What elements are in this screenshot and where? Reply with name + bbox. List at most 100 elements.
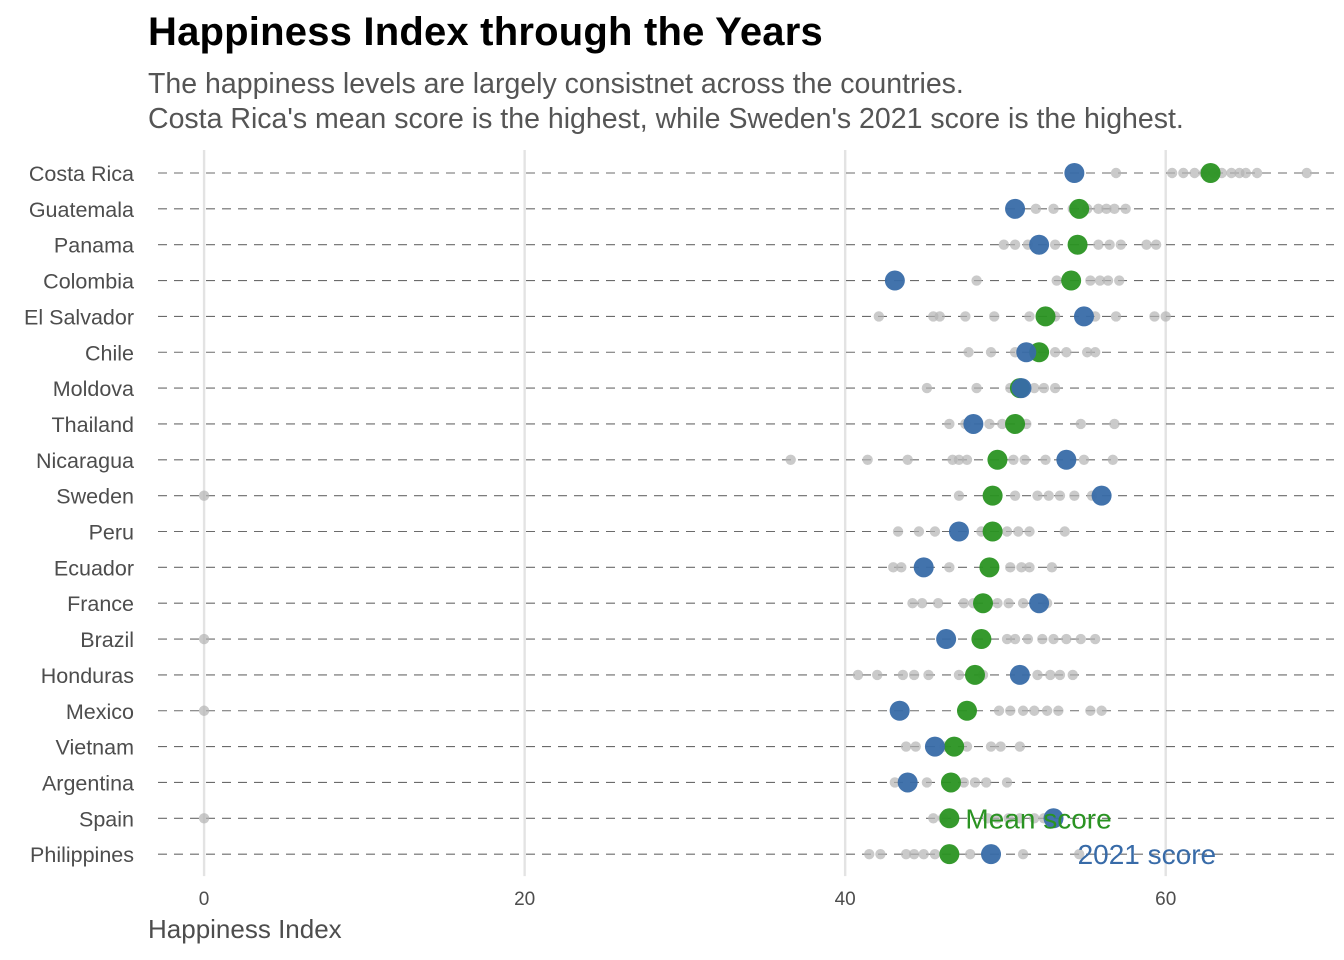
other-year-point (1141, 239, 1152, 250)
other-year-point (1017, 705, 1029, 716)
other-year-point (1101, 203, 1112, 215)
score-2021-point (1056, 449, 1077, 470)
country-label: Brazil (80, 628, 134, 652)
score-2021-point (981, 844, 1002, 865)
score-2021-point (1011, 378, 1032, 399)
other-year-point (1051, 275, 1062, 286)
score-2021-point (1073, 306, 1094, 327)
other-year-point (900, 848, 912, 860)
country-label: Colombia (43, 270, 134, 294)
other-year-point (1017, 848, 1029, 860)
other-year-point (1107, 454, 1119, 465)
other-year-point (993, 705, 1005, 716)
other-year-point (1045, 669, 1056, 681)
other-year-point (989, 311, 1000, 322)
other-year-point (1085, 275, 1096, 286)
country-label: Nicaragua (36, 449, 134, 473)
other-year-point (1301, 167, 1312, 179)
chart-subtitle-line-1: The happiness levels are largely consist… (148, 68, 964, 100)
other-year-point (1075, 633, 1086, 645)
other-year-point (1109, 203, 1120, 215)
country-label: Spain (79, 807, 134, 831)
other-year-point (1029, 705, 1040, 716)
other-year-point (907, 598, 918, 609)
other-year-point (953, 490, 965, 501)
other-year-point (1085, 705, 1096, 716)
country-label: Mexico (66, 700, 134, 724)
other-year-point (1061, 347, 1072, 358)
other-year-point (1102, 275, 1114, 286)
score-2021-point (1029, 234, 1050, 255)
mean-score-point (982, 521, 1003, 542)
other-year-point (1049, 347, 1061, 358)
other-year-point (198, 490, 210, 501)
other-year-point (1110, 167, 1122, 179)
country-label: Chile (85, 341, 134, 365)
other-year-point (872, 669, 883, 681)
other-year-point (929, 848, 941, 860)
other-year-point (992, 813, 1003, 824)
mean-score-point (987, 449, 1008, 470)
country-label: Panama (54, 234, 134, 258)
x-tick-label-60: 60 (1155, 889, 1176, 910)
other-year-point (958, 777, 969, 788)
other-year-point (1005, 705, 1016, 716)
other-year-point (1178, 167, 1189, 179)
other-year-point (1115, 239, 1127, 250)
other-year-point (1048, 633, 1059, 645)
country-label: Ecuador (54, 556, 134, 580)
mean-score-point (1069, 198, 1090, 219)
other-year-point (198, 633, 210, 645)
score-2021-point (1029, 593, 1050, 614)
other-year-point (1109, 418, 1120, 430)
other-year-point (1043, 490, 1054, 501)
other-year-point (1093, 203, 1104, 215)
other-year-point (982, 813, 994, 824)
other-year-point (953, 454, 965, 465)
other-year-point (1029, 813, 1040, 824)
mean-score-point (944, 736, 965, 757)
country-labels: Costa Rica Guatemala Panama Colombia El Salv… (24, 162, 134, 867)
other-year-point (897, 669, 909, 681)
other-year-point (1030, 203, 1042, 215)
other-year-point (862, 454, 873, 465)
mean-score-point (940, 772, 961, 793)
country-label: Honduras (41, 664, 134, 688)
other-year-point (944, 418, 955, 430)
other-year-point (1114, 275, 1125, 286)
mean-score-point (973, 593, 994, 614)
score-2021-point (924, 736, 945, 757)
other-year-point (1032, 669, 1043, 681)
other-year-point (1038, 382, 1050, 394)
other-year-point (1120, 203, 1131, 215)
chart-subtitle-line-2: Costa Rica's mean score is the highest, … (148, 103, 1184, 135)
score-2021-point (936, 629, 957, 650)
other-year-point (1054, 669, 1066, 681)
score-2021-point (884, 270, 905, 291)
other-year-point (1017, 598, 1029, 609)
other-year-point (928, 813, 939, 824)
other-year-point (1014, 741, 1026, 752)
other-year-point (1054, 490, 1066, 501)
other-year-point (1032, 490, 1043, 501)
score-2021-point (948, 521, 969, 542)
mean-score-point (964, 664, 985, 685)
other-year-point (1003, 813, 1014, 824)
other-year-point (958, 598, 969, 609)
other-year-point (1019, 454, 1030, 465)
other-year-point (1009, 490, 1021, 501)
score-2021-point (1043, 808, 1064, 829)
other-year-point (902, 454, 913, 465)
country-label: Guatemala (29, 198, 134, 222)
other-year-point (900, 741, 912, 752)
other-year-point (875, 848, 886, 860)
score-2021-point (1005, 198, 1026, 219)
other-year-point (1022, 633, 1034, 645)
country-label: Philippines (30, 843, 134, 867)
other-year-point (198, 705, 210, 716)
other-year-point (1166, 167, 1178, 179)
other-year-point (1075, 418, 1086, 430)
other-year-point (984, 418, 995, 430)
grid-lines (202, 150, 1167, 877)
